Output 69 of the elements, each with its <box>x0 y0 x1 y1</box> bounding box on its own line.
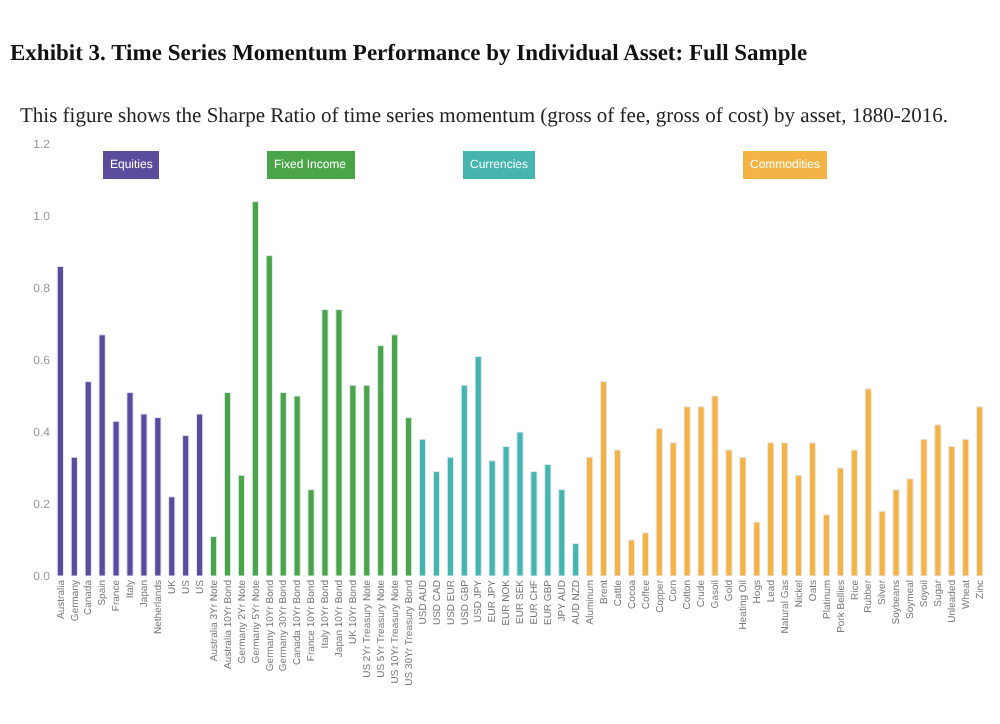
bar <box>669 442 677 576</box>
bar <box>920 438 928 576</box>
bar <box>196 413 204 576</box>
bar <box>321 309 329 576</box>
bar <box>822 514 831 576</box>
bar <box>794 474 803 576</box>
bar <box>502 445 510 576</box>
bar <box>836 467 844 576</box>
bar <box>641 532 649 576</box>
bar <box>251 201 259 576</box>
bar <box>864 388 872 576</box>
bar <box>432 471 441 576</box>
chart-subtitle: This figure shows the Sharpe Ratio of time series momentum (gross of fee, gross of cost) by asset, 1880-2016. <box>20 106 948 128</box>
bar <box>558 489 566 576</box>
bar <box>599 381 608 576</box>
bar <box>516 431 524 576</box>
bar <box>878 510 886 576</box>
bar <box>70 456 78 576</box>
bar <box>948 445 956 576</box>
bar <box>655 427 663 576</box>
bar <box>767 442 775 576</box>
bar <box>976 406 984 576</box>
bar <box>168 496 176 576</box>
bar <box>934 424 942 576</box>
bar <box>892 489 900 576</box>
bar <box>307 489 315 576</box>
bar <box>781 442 789 576</box>
bar <box>446 456 454 576</box>
bar <box>850 449 858 576</box>
bar <box>112 420 120 576</box>
bar <box>725 449 733 576</box>
bar <box>209 535 218 576</box>
bar <box>530 471 538 576</box>
bar <box>613 449 622 576</box>
bar <box>140 413 148 576</box>
bar <box>404 417 413 576</box>
bar <box>697 406 705 576</box>
bar <box>391 334 399 576</box>
bar <box>126 391 134 576</box>
bar <box>293 395 301 576</box>
bar <box>627 539 636 576</box>
bar <box>279 391 287 576</box>
chart-title: Exhibit 3. Time Series Momentum Performance by Individual Asset: Full Sample <box>10 41 808 66</box>
bar <box>488 460 496 576</box>
bar <box>962 438 970 576</box>
bar <box>363 384 371 576</box>
bar <box>265 255 273 576</box>
bar <box>98 334 106 576</box>
bar <box>808 442 817 576</box>
bar <box>84 381 92 576</box>
bar <box>418 438 427 576</box>
bar <box>223 391 232 576</box>
bar <box>753 521 761 576</box>
bar <box>739 456 747 576</box>
bar <box>56 265 64 576</box>
bar <box>237 474 246 576</box>
bar <box>572 543 580 576</box>
bar <box>335 309 343 576</box>
bar <box>377 345 385 576</box>
bar <box>711 395 719 576</box>
bar <box>474 355 482 576</box>
bar <box>182 435 190 576</box>
bar <box>544 463 552 576</box>
bar <box>586 456 594 576</box>
bar <box>460 384 468 576</box>
bar <box>683 406 691 576</box>
bar <box>154 417 162 576</box>
bar <box>906 478 914 576</box>
bar <box>349 384 357 576</box>
